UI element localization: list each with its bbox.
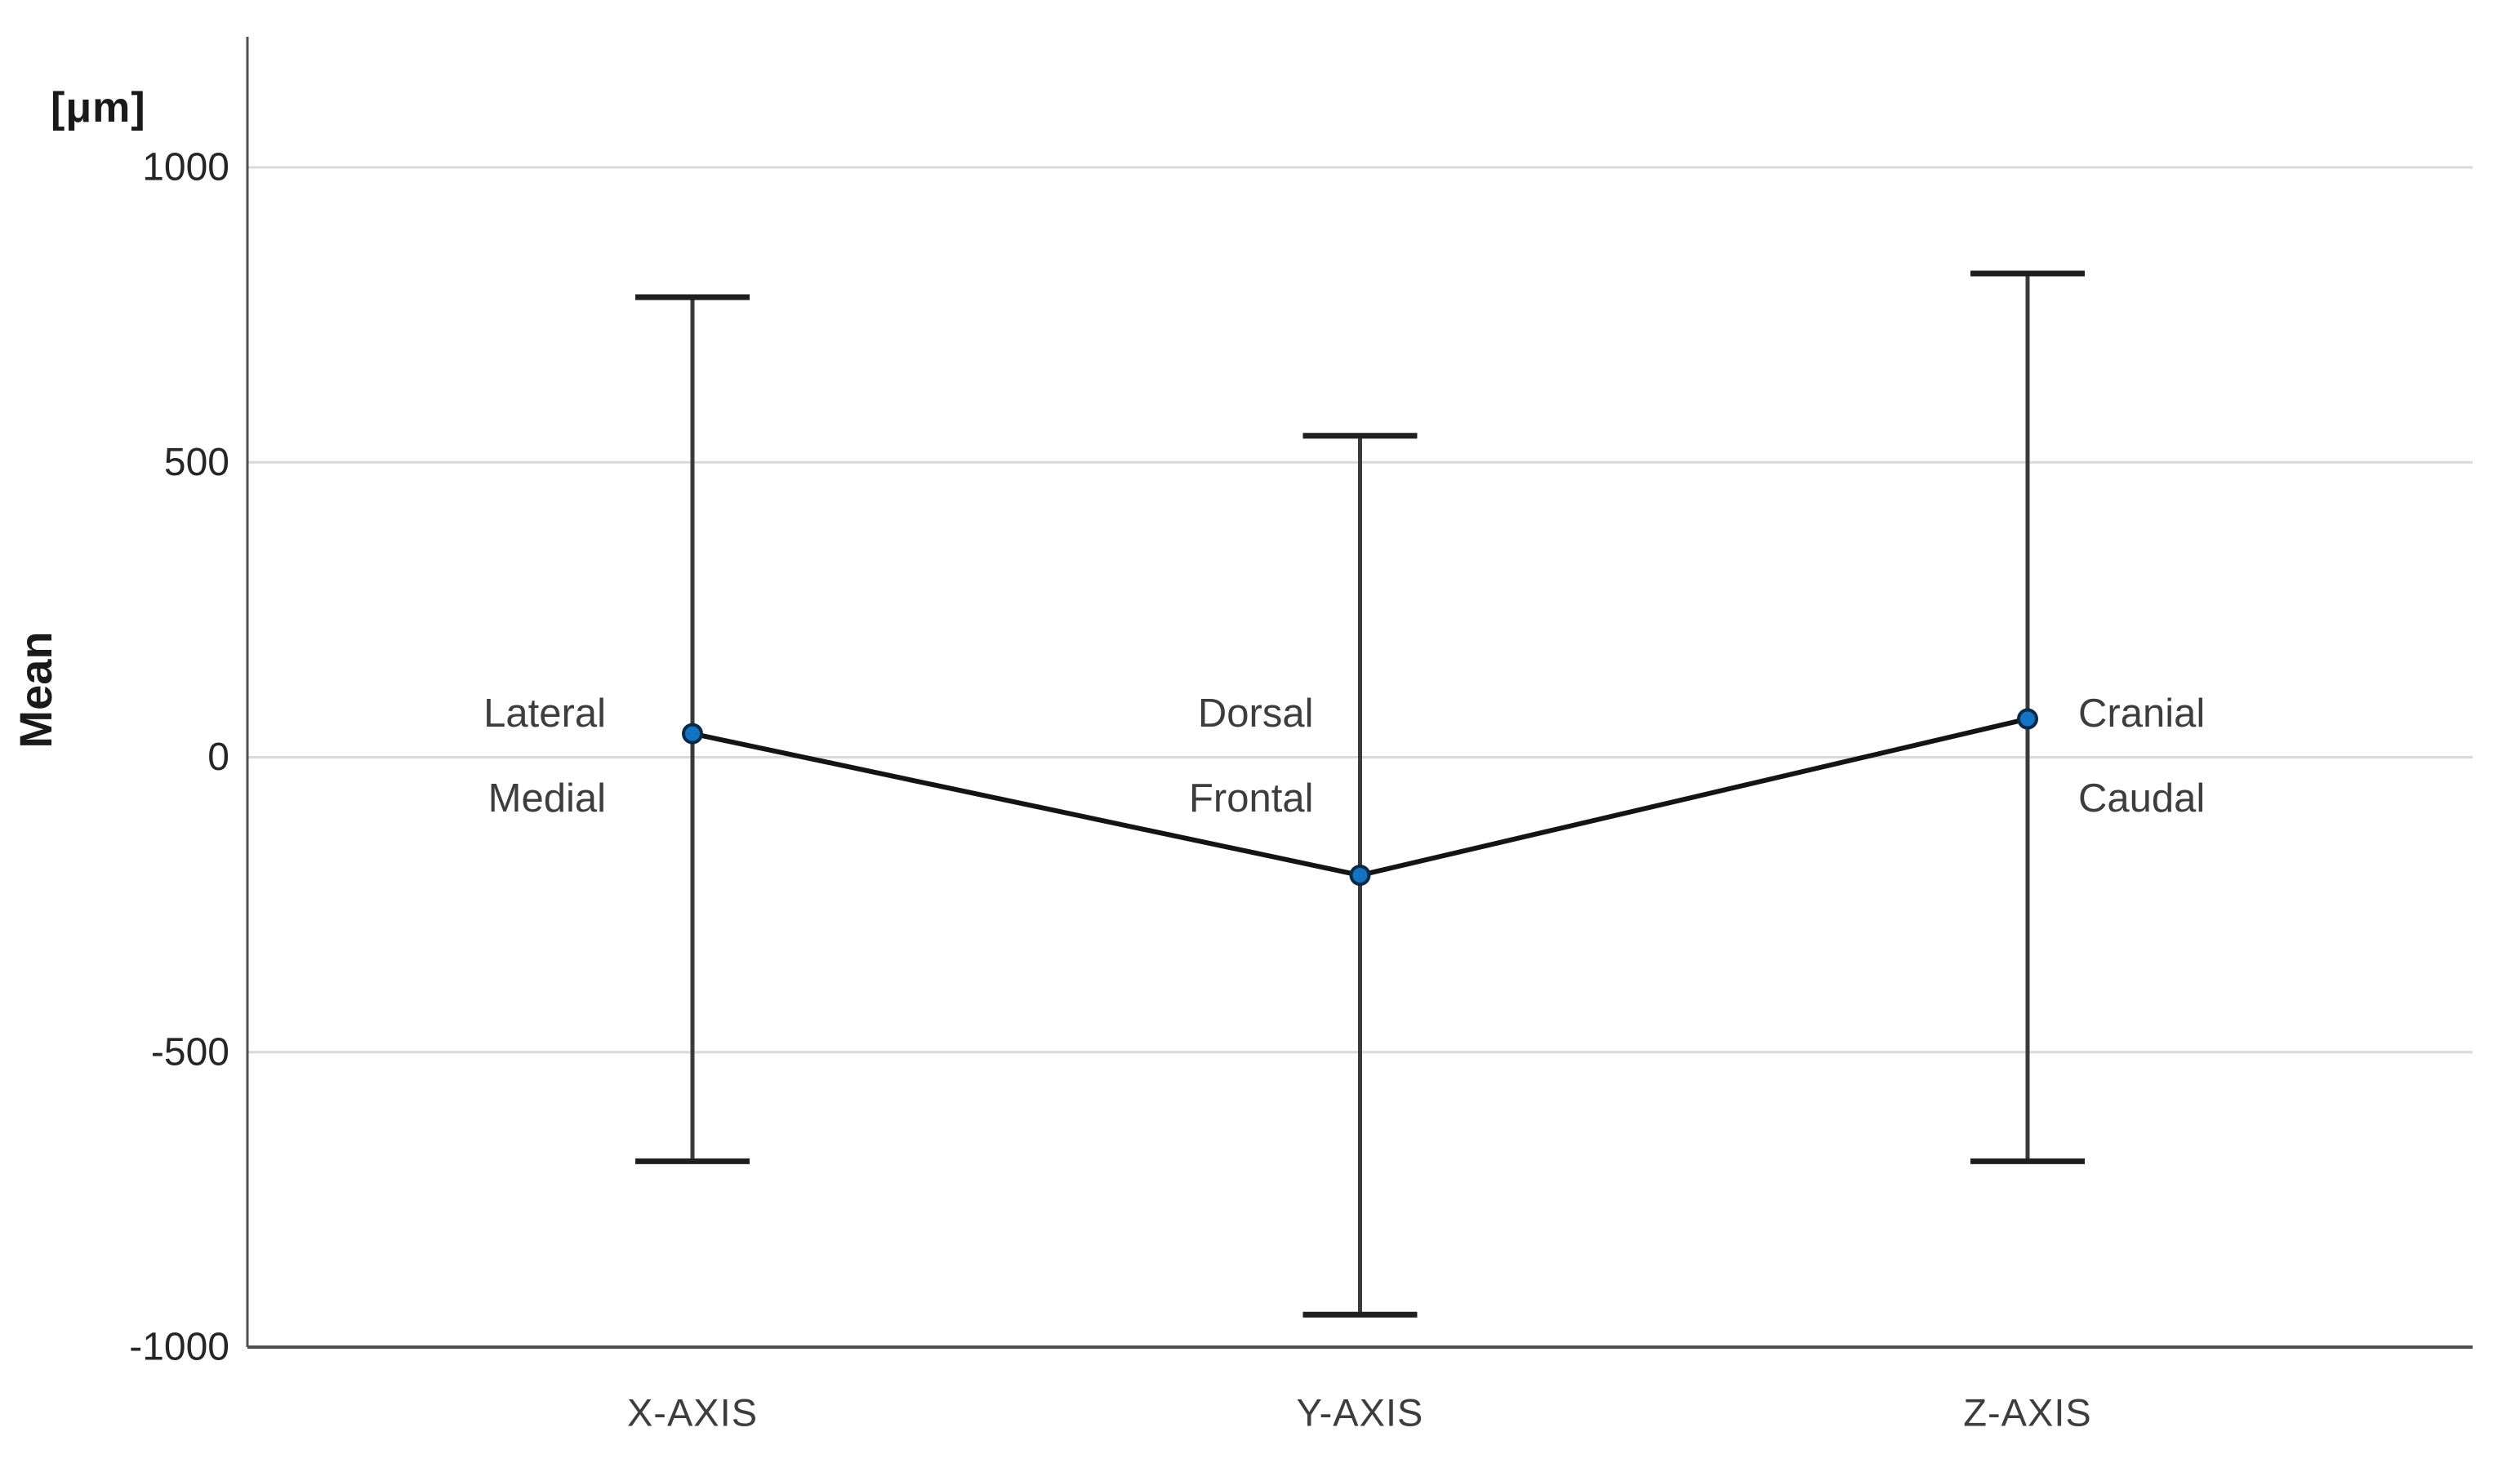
mean-marker-z-axis <box>2017 708 2038 730</box>
direction-annotations-group: Lateral Medial Dorsal Frontal Cranial Caudal <box>483 692 2205 821</box>
annotation-lateral: Lateral <box>483 692 606 736</box>
y-axis-unit-label: [μm] <box>51 84 146 131</box>
category-label-x-axis: X-AXIS <box>627 1391 758 1434</box>
y-tick-label--1000: -1000 <box>129 1326 229 1369</box>
y-tick-label--500: -500 <box>151 1030 229 1074</box>
y-axis-title: Mean <box>10 631 61 749</box>
annotation-medial: Medial <box>488 776 606 821</box>
series-group <box>635 270 2085 1318</box>
category-labels-group: X-AXIS Y-AXIS Z-AXIS <box>627 1391 2091 1434</box>
annotation-caudal: Caudal <box>2078 776 2205 821</box>
y-tick-label-1000: 1000 <box>142 146 229 189</box>
mean-marker-y-axis <box>1349 865 1371 886</box>
annotation-frontal: Frontal <box>1189 776 1314 821</box>
y-tick-labels-group: 1000 500 0 -500 -1000 <box>129 146 229 1369</box>
y-tick-label-0: 0 <box>207 736 229 779</box>
annotation-cranial: Cranial <box>2078 692 2205 736</box>
mean-marker-x-axis <box>682 723 703 745</box>
axes-group <box>246 37 2473 1349</box>
category-label-y-axis: Y-AXIS <box>1297 1391 1424 1434</box>
annotation-dorsal: Dorsal <box>1198 692 1314 736</box>
category-label-z-axis: Z-AXIS <box>1963 1391 2091 1434</box>
y-tick-label-500: 500 <box>164 441 229 484</box>
